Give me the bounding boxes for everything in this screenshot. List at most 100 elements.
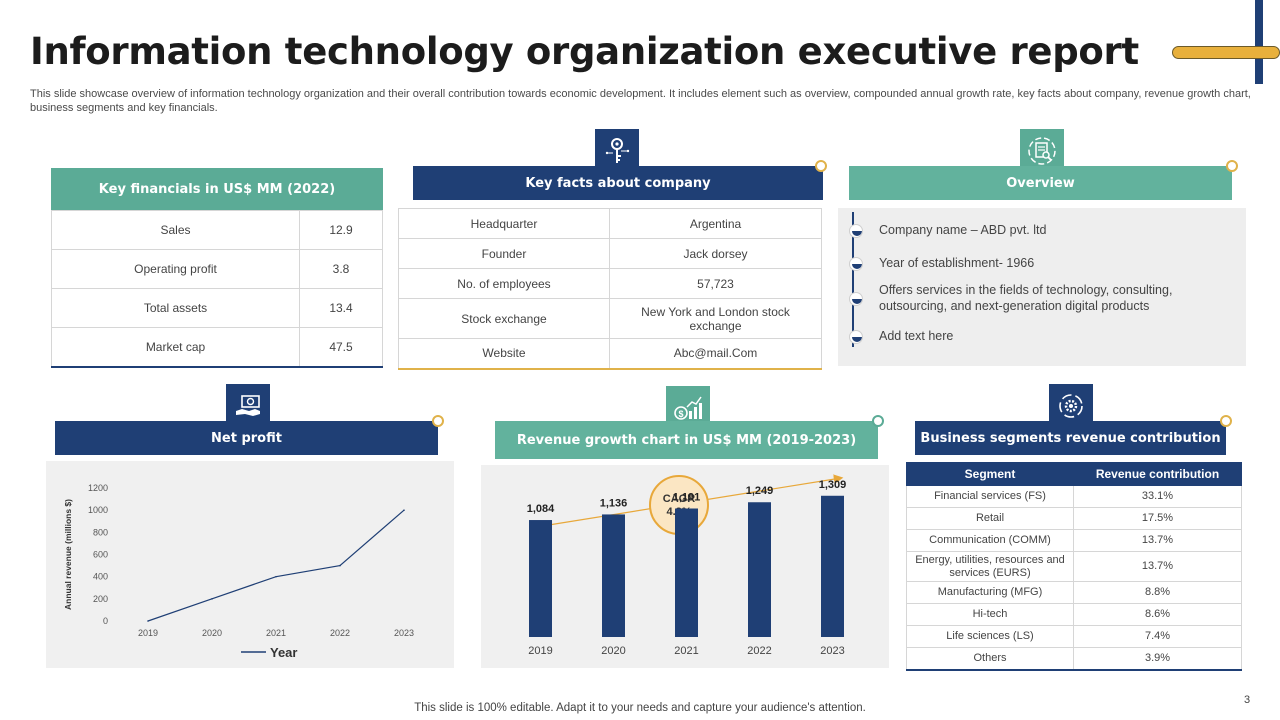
key-facts-table: Headquarter Argentina Founder Jack dorse… (398, 208, 822, 370)
bar-value-label: 1,136 (600, 497, 628, 509)
y-axis-label: Annual revenue (millions $) (63, 499, 73, 610)
table-cell-value: Argentina (609, 208, 822, 239)
overview-panel (838, 208, 1246, 366)
net-profit-chart-panel: 0 200 400 600 800 1000 1200 2019 2020 2021 2022 202… (46, 461, 454, 668)
table-cell-value: 13.7% (1073, 551, 1242, 582)
decorative-ring (872, 415, 884, 427)
gear-cycle-icon (1049, 384, 1093, 428)
overview-item: Company name – ABD pvt. ltd (879, 223, 1047, 237)
table-row: Hi-tech 8.6% (906, 603, 1242, 626)
x-tick-label: 2020 (601, 645, 625, 657)
table-cell-segment: Financial services (FS) (906, 485, 1074, 508)
key-facts-header: Key facts about company (413, 166, 823, 200)
table-row: Sales 12.9 (51, 210, 383, 250)
cagr-label: CAGR (663, 493, 695, 505)
table-row: Total assets 13.4 (51, 288, 383, 328)
table-cell-value: 8.8% (1073, 581, 1242, 604)
table-cell-value: 17.5% (1073, 507, 1242, 530)
net-profit-header: Net profit (55, 421, 438, 455)
page-number: 3 (1244, 694, 1251, 706)
y-tick-label: 1000 (88, 505, 108, 515)
bullet-icon (849, 224, 863, 238)
revenue-growth-header: Revenue growth chart in US$ MM (2019-202… (495, 421, 878, 459)
x-tick-label: 2022 (747, 645, 771, 657)
decorative-ring (432, 415, 444, 427)
table-cell-label: Sales (51, 210, 300, 250)
table-cell-value: Abc@mail.Com (609, 338, 822, 370)
table-cell-value: 57,723 (609, 268, 822, 299)
x-tick-label: 2019 (528, 645, 552, 657)
bar (529, 520, 552, 637)
legend-label: Year (270, 645, 297, 660)
overview-title: Overview (1006, 175, 1075, 191)
overview-item: Offers services in the fields of technol… (879, 283, 1173, 313)
table-row: Founder Jack dorsey (398, 238, 822, 269)
money-hand-icon (226, 384, 270, 428)
y-tick-label: 1200 (88, 483, 108, 493)
segments-table: Segment Revenue contribution Financial s… (906, 462, 1242, 671)
table-row: Financial services (FS) 33.1% (906, 485, 1242, 508)
table-cell-segment: Retail (906, 507, 1074, 530)
overview-header: Overview (849, 166, 1232, 200)
table-row: Headquarter Argentina (398, 208, 822, 239)
y-tick-label: 200 (93, 594, 108, 604)
key-financials-table: Sales 12.9 Operating profit 3.8 Total as… (51, 210, 383, 368)
y-tick-label: 800 (93, 527, 108, 537)
table-cell-label: Total assets (51, 288, 300, 328)
bullet-icon (849, 257, 863, 271)
table-cell-value: 3.9% (1073, 647, 1242, 671)
table-row: Life sciences (LS) 7.4% (906, 625, 1242, 648)
revenue-chart-panel: CAGR 4.8% 1,08420191,13620201,19120211,2… (481, 465, 889, 668)
net-profit-title: Net profit (211, 430, 282, 446)
document-magnifier-icon (1020, 129, 1064, 173)
table-cell-label: Operating profit (51, 249, 300, 289)
bar-value-label: 1,191 (673, 491, 701, 503)
table-cell-label: Founder (398, 238, 610, 269)
table-cell-value: 12.9 (299, 210, 383, 250)
x-tick-label: 2021 (266, 628, 286, 638)
data-point (147, 620, 149, 622)
segments-title: Business segments revenue contribution (920, 430, 1221, 446)
x-tick-label: 2023 (394, 628, 414, 638)
table-row: Others 3.9% (906, 647, 1242, 671)
x-tick-label: 2022 (330, 628, 350, 638)
bar (821, 495, 844, 637)
table-cell-label: Market cap (51, 327, 300, 368)
data-point (275, 575, 277, 578)
key-network-icon (595, 129, 639, 173)
table-cell-value: 47.5 (299, 327, 383, 368)
y-tick-label: 600 (93, 550, 108, 560)
x-tick-label: 2019 (138, 628, 158, 638)
decorative-ring (1220, 415, 1232, 427)
table-row: No. of employees 57,723 (398, 268, 822, 299)
table-cell-segment: Hi-tech (906, 603, 1074, 626)
table-cell-value: 3.8 (299, 249, 383, 289)
footer-note: This slide is 100% editable. Adapt it to… (414, 702, 866, 714)
series-line (147, 509, 405, 622)
overview-timeline-line (852, 212, 854, 347)
bullet-icon (849, 292, 863, 306)
table-cell-label: No. of employees (398, 268, 610, 299)
decorative-vertical-bar (1255, 0, 1263, 84)
page-subtitle: This slide showcase overview of informat… (30, 88, 1251, 114)
bar (602, 514, 625, 637)
table-cell-segment: Others (906, 647, 1074, 671)
table-row: Market cap 47.5 (51, 327, 383, 368)
table-header-row: Segment Revenue contribution (906, 462, 1242, 486)
overview-item: Add text here (879, 329, 954, 343)
key-financials-header: Key financials in US$ MM (2022) (51, 168, 383, 210)
table-cell-value: 13.4 (299, 288, 383, 328)
table-cell-segment: Communication (COMM) (906, 529, 1074, 552)
table-cell-label: Headquarter (398, 208, 610, 239)
table-row: Stock exchange New York and London stock… (398, 298, 822, 339)
table-cell-label: Website (398, 338, 610, 370)
data-point (211, 598, 213, 600)
column-header: Revenue contribution (1073, 462, 1242, 486)
y-tick-label: 0 (103, 616, 108, 626)
data-point (403, 509, 405, 511)
decorative-ring (815, 160, 827, 172)
x-tick-label: 2023 (820, 645, 844, 657)
svg-text:$: $ (678, 409, 683, 419)
table-cell-value: New York and London stock exchange (609, 298, 822, 339)
x-tick-label: 2021 (674, 645, 698, 657)
